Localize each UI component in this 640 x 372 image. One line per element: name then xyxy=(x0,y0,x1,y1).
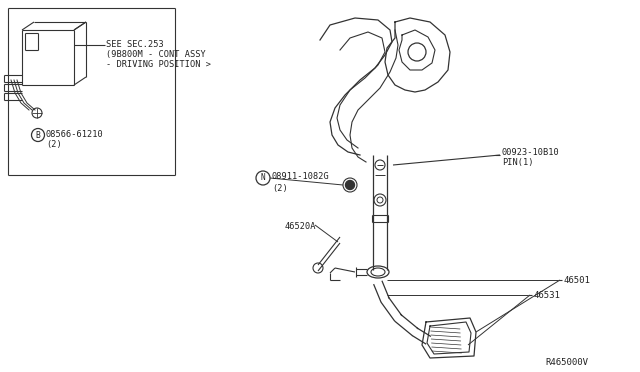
Text: B: B xyxy=(36,131,40,140)
Text: (2): (2) xyxy=(46,140,61,149)
Text: - DRIVING POSITION >: - DRIVING POSITION > xyxy=(106,60,211,69)
Text: (9B800M - CONT ASSY: (9B800M - CONT ASSY xyxy=(106,50,205,59)
Text: 08911-1082G: 08911-1082G xyxy=(272,172,330,181)
Text: 00923-10B10: 00923-10B10 xyxy=(502,148,560,157)
Circle shape xyxy=(346,180,355,189)
Text: 46531: 46531 xyxy=(534,291,561,300)
Text: (2): (2) xyxy=(272,184,288,193)
Text: R465000V: R465000V xyxy=(545,358,588,367)
Text: 08566-61210: 08566-61210 xyxy=(46,130,104,139)
Text: PIN(1): PIN(1) xyxy=(502,158,534,167)
Text: 46501: 46501 xyxy=(564,276,591,285)
Text: N: N xyxy=(260,173,266,183)
Text: 46520A: 46520A xyxy=(285,222,317,231)
Text: SEE SEC.253: SEE SEC.253 xyxy=(106,40,164,49)
